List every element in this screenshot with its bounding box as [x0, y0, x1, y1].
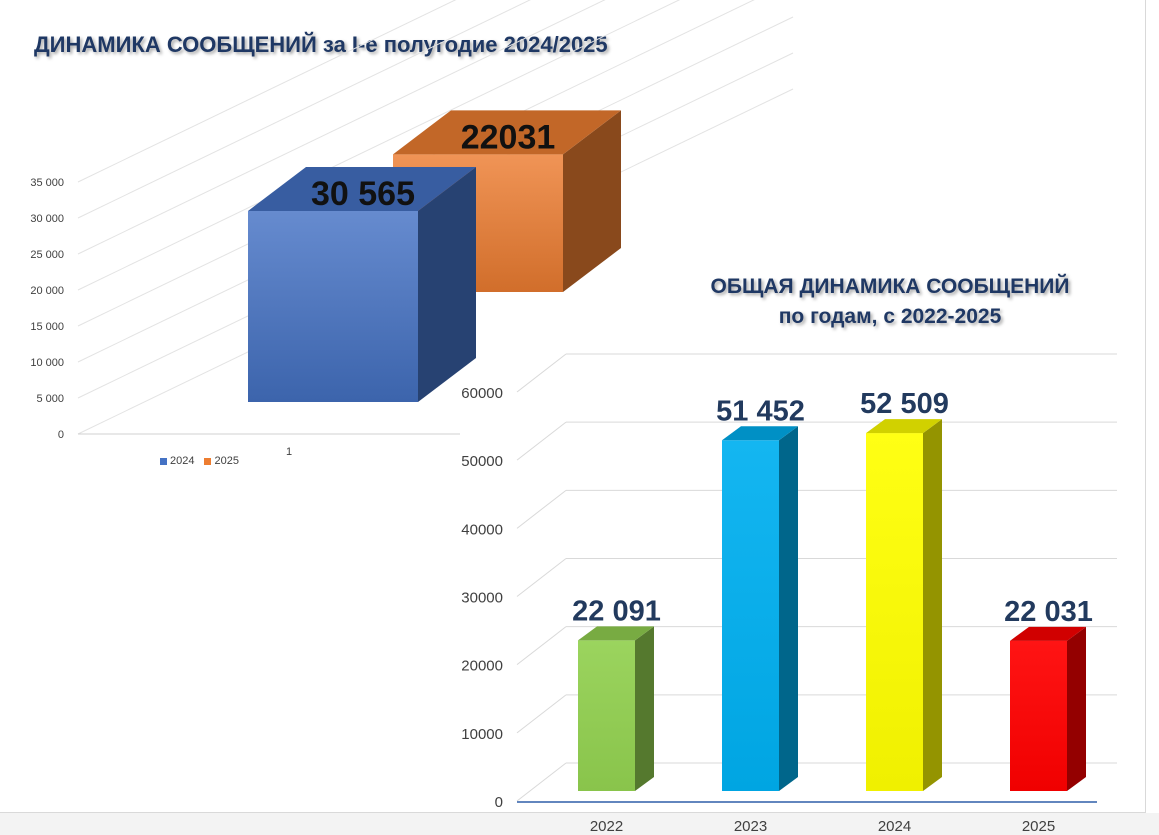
- chart1-tick-label: 25 000: [30, 249, 64, 261]
- chart1-gridline: [77, 0, 531, 219]
- chart2-bar-2022-top: [578, 626, 654, 641]
- chart1-bar-2024-side: [418, 166, 476, 402]
- chart2-tick-label: 50000: [461, 453, 503, 470]
- chart1-data-label-2024: 30 565: [311, 175, 415, 213]
- chart2-bar-2023-front: [722, 440, 779, 791]
- chart1-bar-2024-top: [248, 166, 476, 211]
- chart2-bar-2025-side: [1067, 626, 1086, 791]
- chart2-subtitle: по годам, с 2022-2025: [778, 305, 1002, 328]
- chart2-data-label-2023: 51 452: [716, 395, 805, 427]
- chart2-category-label-2022: 2022: [590, 818, 623, 835]
- chart2-bar-2023-side: [779, 426, 798, 791]
- chart2-tick-label: 10000: [461, 726, 503, 743]
- chart1-data-label-2025: 22031: [461, 118, 556, 156]
- legend-item-2024: 2024: [160, 455, 194, 467]
- chart1-gridline: [77, 0, 606, 255]
- chart2-tick-label: 20000: [461, 658, 503, 675]
- chart1-legend: 2024 2025: [160, 455, 239, 467]
- chart2-tick-label: 0: [495, 794, 503, 811]
- chart2-tick-label: 30000: [461, 590, 503, 607]
- chart2-data-label-2025: 22 031: [1004, 596, 1093, 628]
- chart2-tick-label: 40000: [461, 521, 503, 538]
- legend-item-2025: 2025: [204, 455, 239, 467]
- chart2-bar-2024: [866, 419, 942, 791]
- chart1-bar-2025-side: [563, 110, 621, 292]
- chart2-data-label-2024: 52 509: [860, 388, 949, 420]
- chart1-gridline: [77, 0, 457, 183]
- chart1-tick-label: 20 000: [30, 285, 64, 297]
- chart2-category-label-2024: 2024: [878, 818, 911, 835]
- chart2-bar-2024-top: [866, 419, 942, 434]
- chart2-gridline-diag: [516, 421, 567, 461]
- chart2-bar-2024-front: [866, 433, 923, 791]
- chart2-gridline-diag: [516, 626, 567, 666]
- chart1-tick-label: 0: [58, 429, 64, 441]
- chart2-gridline-diag: [516, 558, 567, 597]
- chart1-bar-2024: [248, 166, 476, 402]
- chart1-tick-label: 15 000: [30, 321, 64, 333]
- chart1-category-label: 1: [286, 446, 292, 458]
- chart1-bar-2024-front: [248, 210, 418, 402]
- chart2-bar-2022: [578, 626, 654, 791]
- chart1-tick-label: 10 000: [30, 357, 64, 369]
- legend-swatch-2025: [204, 457, 212, 465]
- chart2-bar-2022-side: [635, 626, 654, 791]
- chart2-category-label-2025: 2025: [1022, 818, 1055, 835]
- bottom-strip: [0, 813, 1159, 835]
- chart2-bar-2025: [1010, 626, 1086, 791]
- chart2-gridline-diag: [516, 353, 567, 393]
- chart2-gridline-diag: [516, 694, 567, 734]
- chart2-data-label-2022: 22 091: [572, 595, 661, 627]
- chart2-bar-2023-top: [722, 426, 798, 441]
- chart2-bar-2022-front: [578, 640, 635, 791]
- chart1-gridline: [77, 0, 681, 291]
- legend-label-2024: 2024: [170, 455, 195, 467]
- chart1-tick-label: 30 000: [30, 213, 64, 225]
- chart2-title-line1: ОБЩАЯ ДИНАМИКА СООБЩЕНИЙ: [710, 275, 1070, 298]
- chart1-tick-label: 5 000: [36, 393, 64, 405]
- chart2-bar-2024-side: [923, 419, 942, 791]
- legend-swatch-2024: [160, 457, 167, 465]
- chart2-bar-2023: [722, 426, 798, 791]
- chart2-title: ОБЩАЯ ДИНАМИКА СООБЩЕНИЙ по годам, с 202…: [640, 272, 1140, 332]
- chart2-gridline-diag: [516, 762, 567, 802]
- chart2-bar-2025-top: [1010, 626, 1086, 641]
- chart2-bar-2025-front: [1010, 640, 1067, 791]
- legend-label-2025: 2025: [214, 455, 239, 467]
- chart2-gridline-diag: [516, 489, 567, 529]
- chart2-tick-label: 60000: [461, 385, 503, 402]
- chart2-category-label-2023: 2023: [734, 818, 767, 835]
- chart1-bar-2025-top: [393, 110, 621, 155]
- chart1-tick-label: 35 000: [30, 177, 64, 189]
